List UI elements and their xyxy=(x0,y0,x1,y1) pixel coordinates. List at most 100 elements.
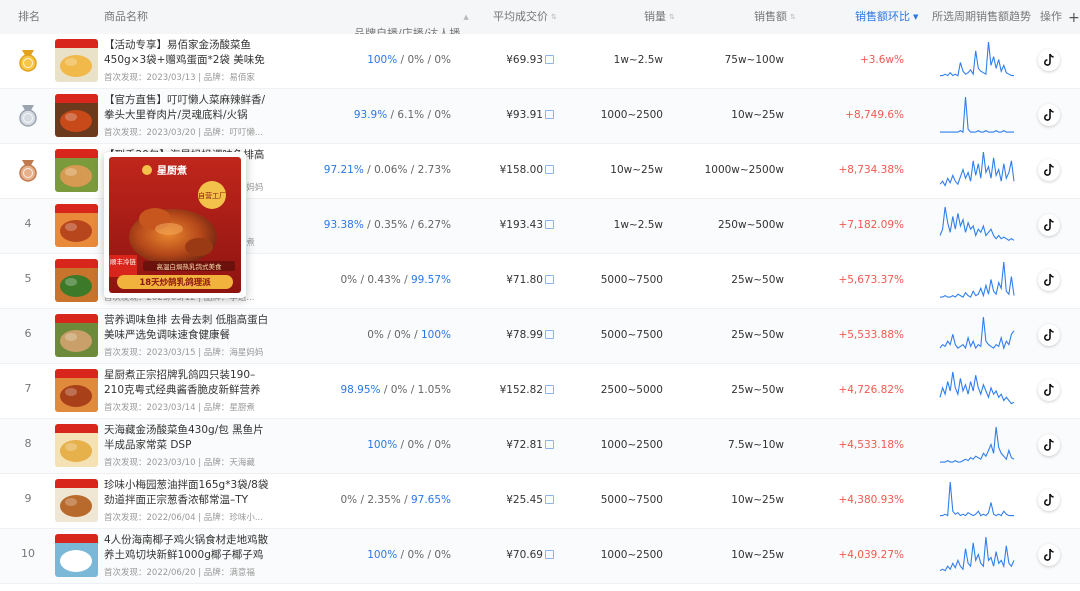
avg-price: ¥69.93 xyxy=(470,54,554,66)
brand-name: 李姐... xyxy=(229,293,255,303)
sales-volume: 1w~2.5w xyxy=(613,54,663,66)
sales-trend-sparkline xyxy=(938,480,1016,522)
table-header: 排名 商品名称 品牌自播/店播/达人播▲▼ 平均成交价⇅ 销量⇅ 销售额⇅ 销售… xyxy=(0,0,1080,55)
split-value: 0.35% xyxy=(374,219,408,231)
sort-icon: ⇅ xyxy=(669,13,675,21)
header-price[interactable]: 平均成交价 ⇅ xyxy=(493,0,557,34)
product-thumbnail[interactable] xyxy=(55,204,98,247)
sales-amount: 25w~50w xyxy=(731,329,784,341)
sales-amount: 25w~50w xyxy=(731,274,784,286)
popup-ribbon: 顺丰冷链 xyxy=(110,257,137,266)
first-seen-date: 2022/06/04 xyxy=(146,513,196,523)
split-value: 100% xyxy=(420,329,451,341)
sales-trend-sparkline xyxy=(938,150,1016,192)
product-title[interactable]: 天海藏金汤酸菜鱼430g/包 黑鱼片半成品家常菜 DSP xyxy=(104,424,264,451)
product-thumbnail[interactable] xyxy=(55,314,98,357)
table-row[interactable]: 7 星厨煮正宗招牌乳鸽四只装190–210克粤式经典酱香脆皮新鲜营养 首次发现：20… xyxy=(0,364,1080,419)
split-value: 6.27% xyxy=(417,219,451,231)
product-title[interactable]: 星厨煮正宗招牌乳鸽四只装190–210克粤式经典酱香脆皮新鲜营养 xyxy=(104,369,261,396)
product-thumbnail[interactable] xyxy=(55,149,98,192)
sales-ratio: +4,039.27% xyxy=(838,549,904,561)
product-info: 星厨煮正宗招牌乳鸽四只装190–210克粤式经典酱香脆皮新鲜营养 首次发现：202… xyxy=(104,368,274,413)
price-chart-icon[interactable] xyxy=(545,330,554,339)
header-split[interactable]: 品牌自播/店播/达人播▲▼ xyxy=(354,0,469,55)
price-chart-icon[interactable] xyxy=(545,385,554,394)
product-meta: 首次发现：2022/06/04 | 品牌：珍味小... xyxy=(104,513,263,523)
split-value: 0% xyxy=(407,549,425,561)
sales-amount: 1000w~2500w xyxy=(704,164,784,176)
popup-tagline: 高温白焗热乳鸽式美食 xyxy=(157,262,223,271)
brand-name: 海星妈妈 xyxy=(229,183,264,193)
price-chart-icon[interactable] xyxy=(545,550,554,559)
product-thumbnail[interactable] xyxy=(55,534,98,577)
table-row[interactable]: 9 珍味小梅园葱油拌面165g*3袋/8袋劲道拌面正宗葱香浓郁常温–TY 首次发现：… xyxy=(0,474,1080,529)
tiktok-icon[interactable] xyxy=(1038,489,1060,511)
product-title[interactable]: 【活动专享】易佰家金汤酸菜鱼450g×3袋+赠鸡蛋面*2袋 美味免洗 xyxy=(104,39,265,66)
split-value: 0% xyxy=(394,329,411,341)
split-value: 6.1% xyxy=(397,109,425,121)
product-thumbnail[interactable] xyxy=(55,369,98,412)
price-chart-icon[interactable] xyxy=(545,440,554,449)
split-value: 93.38% xyxy=(323,219,364,231)
tiktok-icon[interactable] xyxy=(1038,214,1060,236)
product-title[interactable]: 4人份海南椰子鸡火锅食材走地鸡散养土鸡切块新鲜1000g椰子椰子鸡 xyxy=(104,534,269,561)
sales-ratio: +8,749.6% xyxy=(845,109,904,121)
avg-price: ¥193.43 xyxy=(470,219,554,231)
split-value: 0% xyxy=(390,384,408,396)
price-chart-icon[interactable] xyxy=(545,275,554,284)
product-title[interactable]: 营养调味鱼排 去骨去刺 低脂高蛋白美味严选免调味速食健康餐 xyxy=(104,314,269,341)
avg-price: ¥93.91 xyxy=(470,109,554,121)
price-chart-icon[interactable] xyxy=(545,165,554,174)
product-thumbnail[interactable] xyxy=(55,424,98,467)
header-ratio[interactable]: 销售额环比 ▼ xyxy=(855,0,918,34)
tiktok-icon[interactable] xyxy=(1038,324,1060,346)
table-row[interactable]: 【活动专享】易佰家金汤酸菜鱼450g×3袋+赠鸡蛋面*2袋 美味免洗首次发现：2… xyxy=(0,34,1080,89)
product-thumbnail[interactable] xyxy=(55,94,98,137)
add-column-icon[interactable]: + xyxy=(1068,10,1080,26)
product-info: 4人份海南椰子鸡火锅食材走地鸡散养土鸡切块新鲜1000g椰子椰子鸡 首次发现：20… xyxy=(104,533,274,578)
product-image-preview: 星厨煮 自营工厂 顺丰冷链 高温白焗热乳鸽式美食 18天炒鹄乳鸽理派 xyxy=(104,152,246,298)
price-chart-icon[interactable] xyxy=(545,110,554,119)
split-value: 2.35% xyxy=(367,494,401,506)
tiktok-icon[interactable] xyxy=(1038,379,1060,401)
header-volume[interactable]: 销量 ⇅ xyxy=(644,0,675,34)
split-value: 0% xyxy=(434,439,451,451)
rank-number: 7 xyxy=(24,382,32,395)
avg-price: ¥71.80 xyxy=(470,274,554,286)
table-row[interactable]: 8 天海藏金汤酸菜鱼430g/包 黑鱼片半成品家常菜 DSP 首次发现：2023/0… xyxy=(0,419,1080,474)
header-amount[interactable]: 销售额 ⇅ xyxy=(754,0,796,34)
first-seen-date: 2023/03/15 xyxy=(146,348,196,358)
brand-name: 易佰家 xyxy=(229,73,255,83)
tiktok-icon[interactable] xyxy=(1038,159,1060,181)
price-chart-icon[interactable] xyxy=(545,220,554,229)
live-split: 100% / 0% / 0% xyxy=(367,54,451,66)
tiktok-icon[interactable] xyxy=(1038,104,1060,126)
price-chart-icon[interactable] xyxy=(545,495,554,504)
sales-ratio: +4,726.82% xyxy=(838,384,904,396)
table-row[interactable]: 【官方直售】叮叮懒人菜麻辣鲜香/拳头大里脊肉片/灵魂底料/火锅首次发现：2023… xyxy=(0,89,1080,144)
product-thumbnail[interactable] xyxy=(55,479,98,522)
sales-ratio: +8,734.38% xyxy=(838,164,904,176)
tiktok-icon[interactable] xyxy=(1038,269,1060,291)
silver-medal-icon xyxy=(18,105,38,127)
tiktok-icon[interactable] xyxy=(1038,49,1060,71)
split-value: 0% xyxy=(340,494,358,506)
brand-name: 满意福 xyxy=(229,568,255,578)
price-chart-icon[interactable] xyxy=(545,55,554,64)
rank-number: 9 xyxy=(24,492,32,505)
rank-number: 8 xyxy=(24,437,32,450)
table-body: 【活动专享】易佰家金汤酸菜鱼450g×3袋+赠鸡蛋面*2袋 美味免洗首次发现：2… xyxy=(0,34,1080,584)
first-seen-date: 2023/03/10 xyxy=(146,458,196,468)
product-title[interactable]: 【官方直售】叮叮懒人菜麻辣鲜香/拳头大里脊肉片/灵魂底料/火锅 xyxy=(104,94,266,121)
product-thumbnail[interactable] xyxy=(55,39,98,82)
product-thumbnail[interactable] xyxy=(55,259,98,302)
table-row[interactable]: 6 营养调味鱼排 去骨去刺 低脂高蛋白美味严选免调味速食健康餐 首次发现：2023/… xyxy=(0,309,1080,364)
table-row[interactable]: 10 4人份海南椰子鸡火锅食材走地鸡散养土鸡切块新鲜1000g椰子椰子鸡 首次发现：… xyxy=(0,529,1080,584)
split-value: 0.43% xyxy=(367,274,401,286)
product-meta: 首次发现：2023/03/20 | 品牌：叮叮懒... xyxy=(104,128,263,138)
sales-volume: 1w~2.5w xyxy=(613,219,663,231)
product-info: 【活动专享】易佰家金汤酸菜鱼450g×3袋+赠鸡蛋面*2袋 美味免洗首次发现：2… xyxy=(104,38,274,83)
tiktok-icon[interactable] xyxy=(1038,434,1060,456)
product-title[interactable]: 珍味小梅园葱油拌面165g*3袋/8袋劲道拌面正宗葱香浓郁常温–TY xyxy=(104,479,269,506)
tiktok-icon[interactable] xyxy=(1038,544,1060,566)
